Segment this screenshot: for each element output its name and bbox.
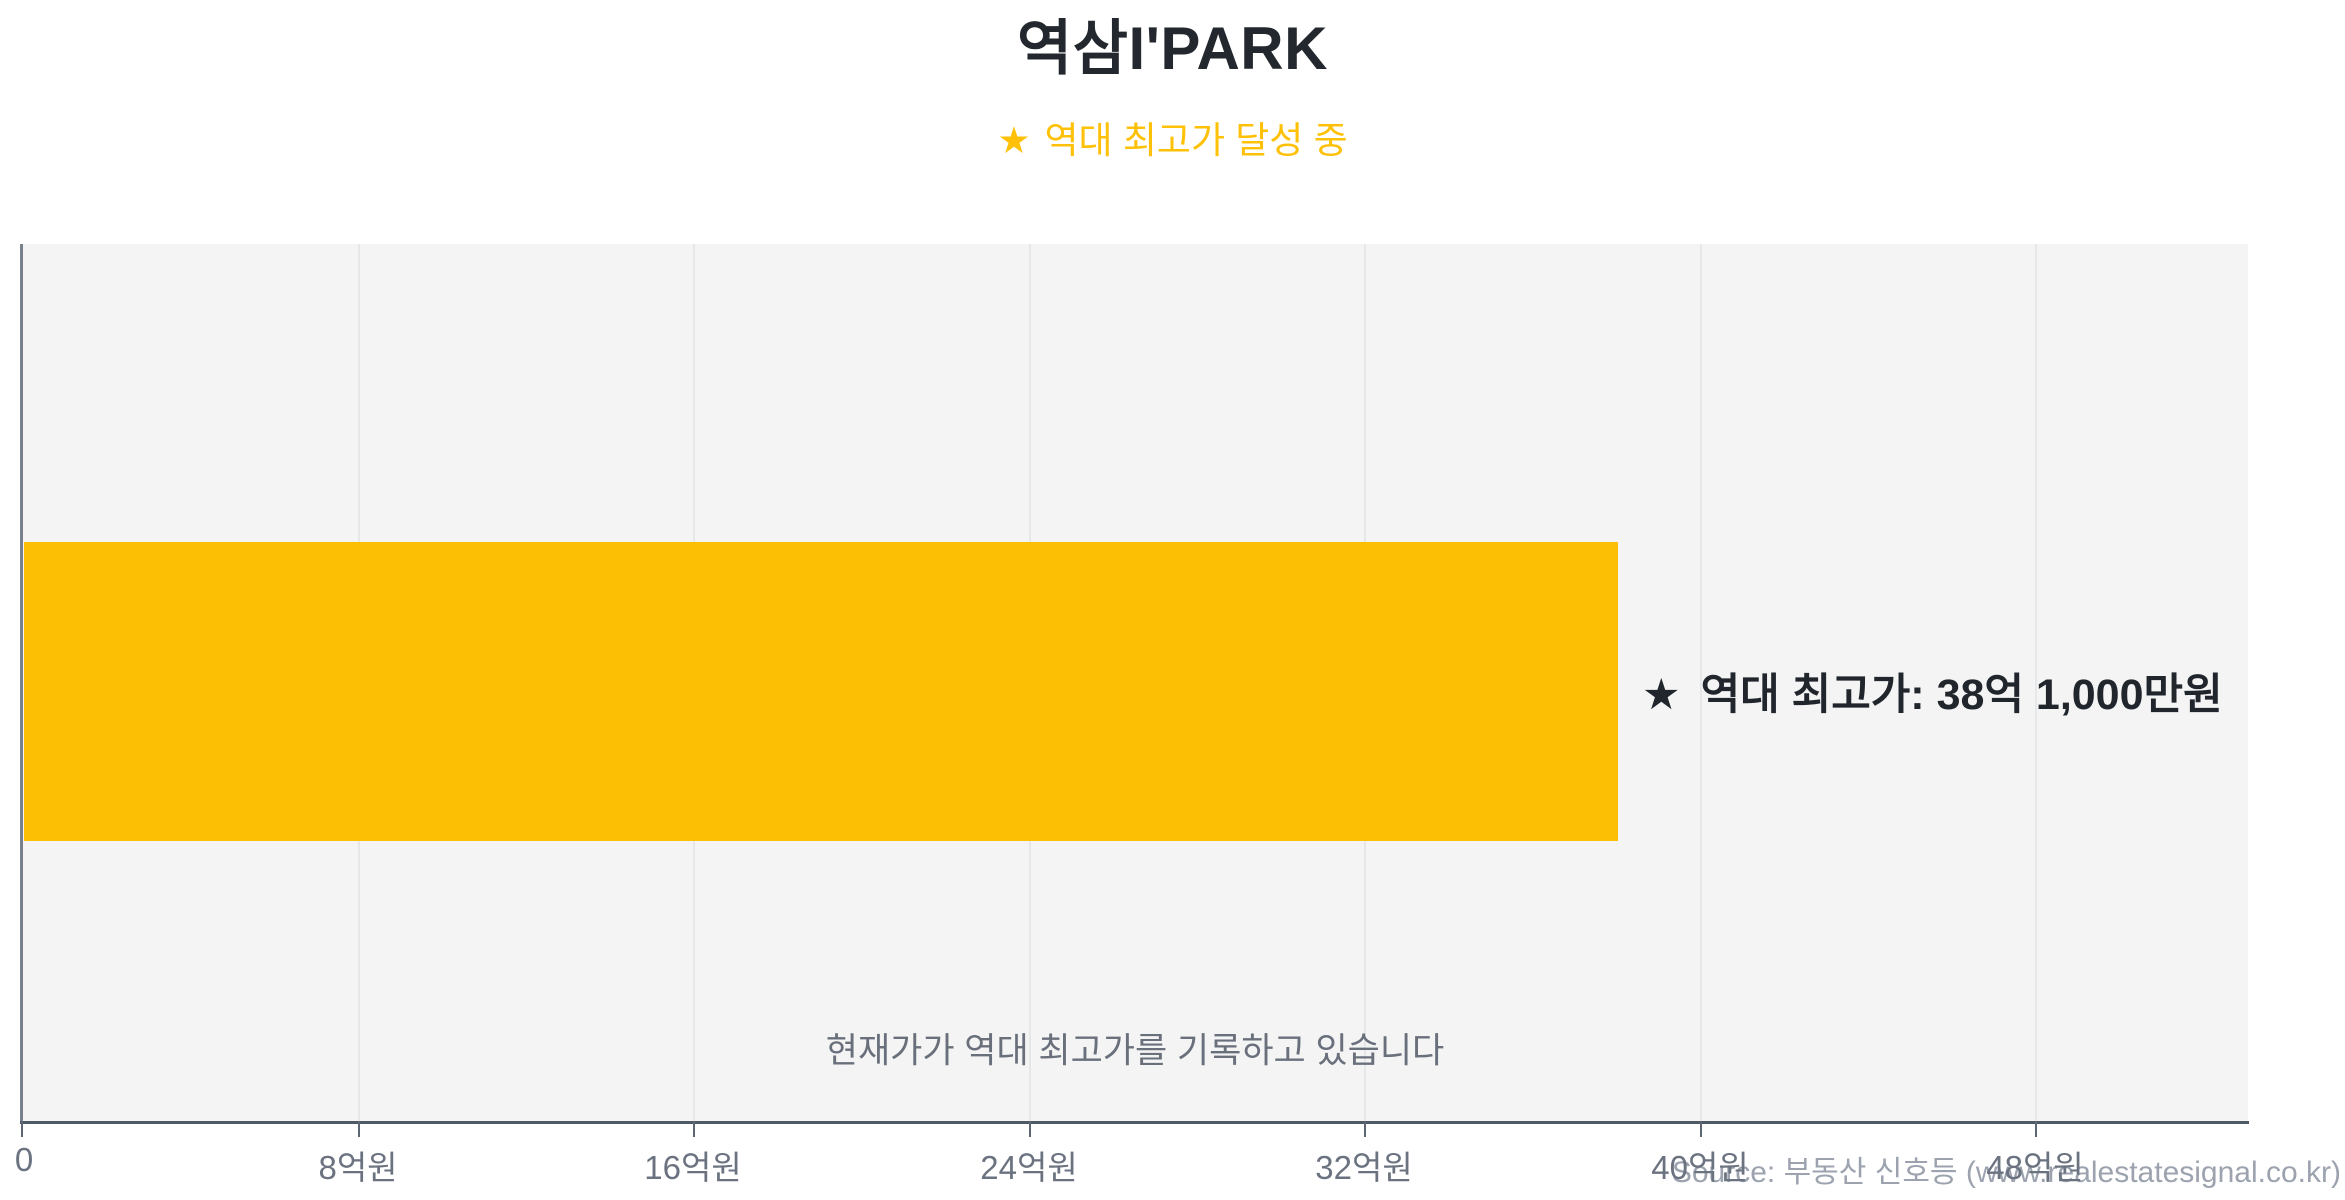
star-icon: ★ bbox=[997, 120, 1031, 161]
x-tick-label: 0 bbox=[14, 1141, 34, 1178]
x-tick-label: 24억원 bbox=[980, 1149, 1078, 1186]
chart-subtitle: ★ 역대 최고가 달성 중 bbox=[0, 110, 2345, 164]
x-tick-mark bbox=[21, 1121, 23, 1137]
x-tick-mark bbox=[358, 1121, 360, 1137]
x-tick-label: 40억원 bbox=[1651, 1149, 1749, 1186]
x-tick-label: 48억원 bbox=[1986, 1149, 2084, 1186]
bar-annotation-text: 역대 최고가: 38억 1,000만원 bbox=[1700, 671, 2223, 719]
chart-subtitle-text: 역대 최고가 달성 중 bbox=[1044, 120, 1348, 161]
x-tick-mark bbox=[1700, 1121, 1702, 1137]
gridline bbox=[2035, 244, 2037, 1121]
x-tick-label: 16억원 bbox=[644, 1149, 742, 1186]
y-axis-line bbox=[20, 244, 23, 1121]
x-tick-label: 8억원 bbox=[318, 1149, 398, 1186]
bar-annotation: ★ 역대 최고가: 38억 1,000만원 bbox=[1642, 660, 2223, 722]
hint-text: 현재가가 역대 최고가를 기록하고 있습니다 bbox=[825, 1031, 1445, 1071]
gridline bbox=[1700, 244, 1702, 1121]
source-credit: Source: 부동산 신호등 (www.realestatesignal.co… bbox=[1671, 1156, 2341, 1189]
chart-title: 역삼I'PARK bbox=[1017, 15, 1328, 82]
x-tick-mark bbox=[1029, 1121, 1031, 1137]
x-axis-line bbox=[20, 1121, 2249, 1124]
price-bar bbox=[24, 542, 1618, 841]
x-tick-label: 32억원 bbox=[1315, 1149, 1413, 1186]
x-tick-mark bbox=[1364, 1121, 1366, 1137]
x-tick-mark bbox=[2035, 1121, 2037, 1137]
star-icon: ★ bbox=[1642, 671, 1681, 719]
plot-area: ★ 역대 최고가: 38억 1,000만원 현재가가 역대 최고가를 기록하고 있… bbox=[22, 244, 2248, 1121]
x-tick-mark bbox=[693, 1121, 695, 1137]
